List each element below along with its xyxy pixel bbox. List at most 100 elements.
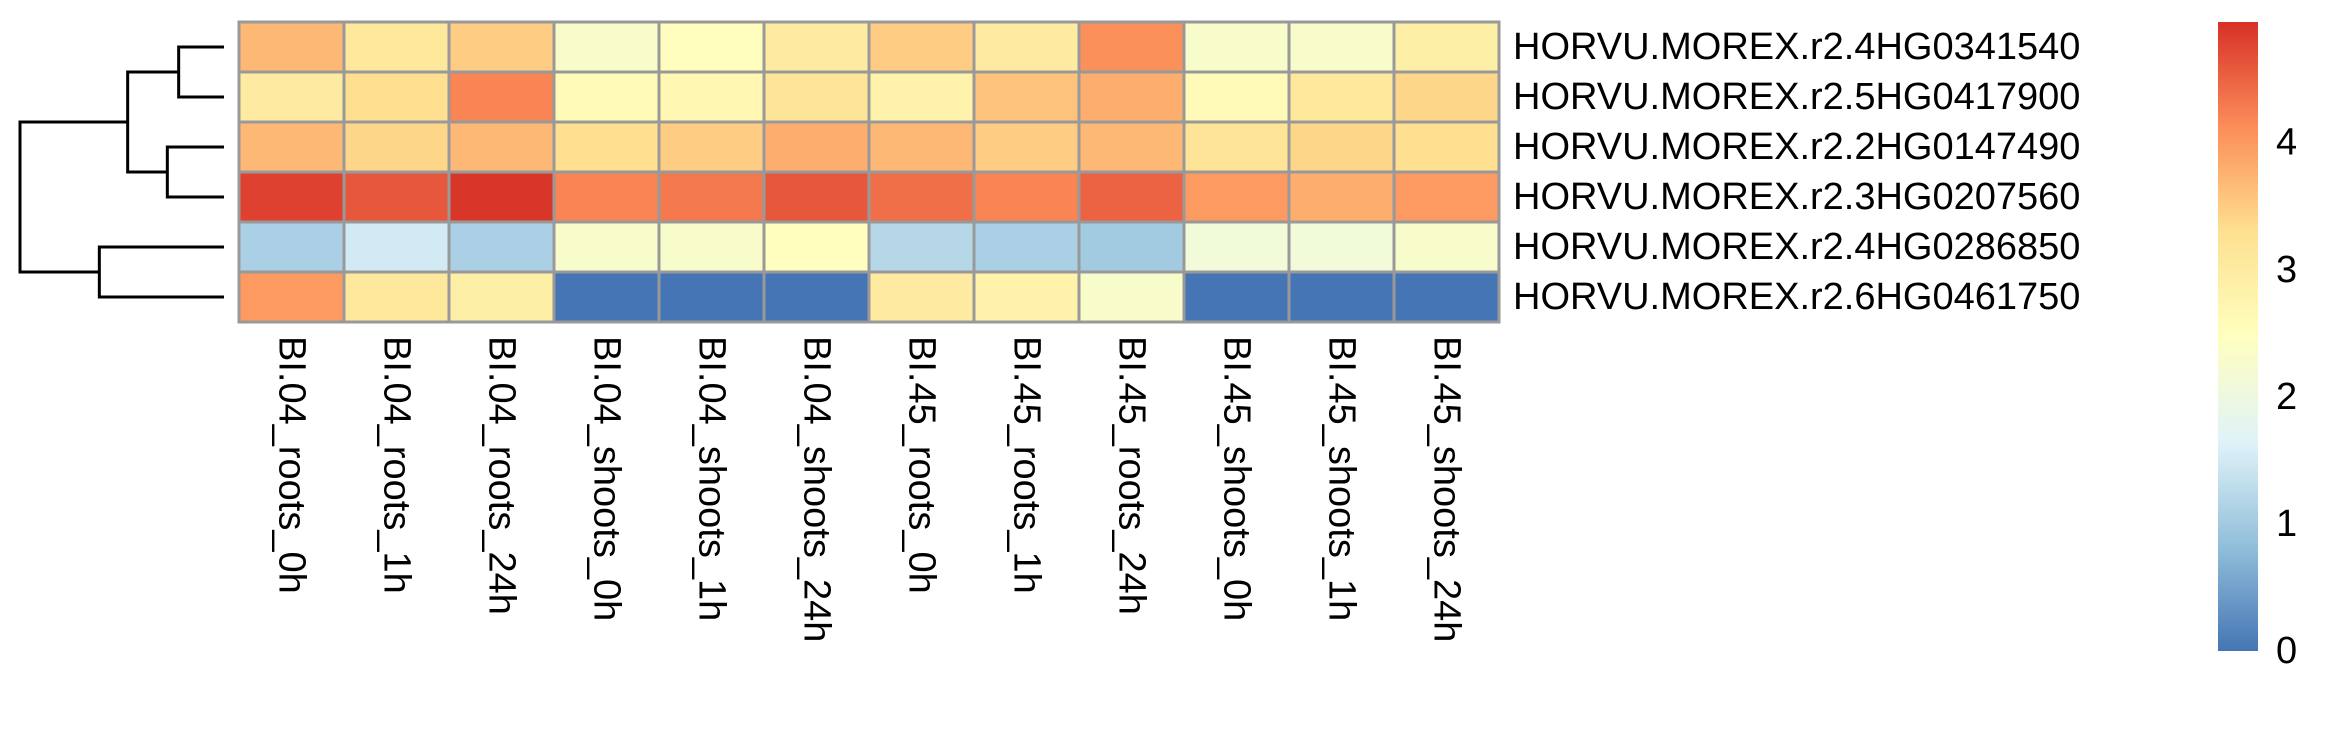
dendrogram-branch <box>97 245 224 299</box>
heatmap-cell <box>657 220 766 274</box>
heatmap-cell <box>972 70 1081 124</box>
heatmap-cell <box>552 270 661 324</box>
heatmap-cell <box>972 120 1081 174</box>
heatmap-cell <box>447 220 556 274</box>
heatmap-cell <box>342 220 451 274</box>
heatmap-cell <box>1182 120 1291 174</box>
heatmap-cell <box>342 120 451 174</box>
legend-tick-label: 4 <box>2276 122 2297 164</box>
heatmap-cell <box>342 270 451 324</box>
column-label: BI.45_shoots_1h <box>1321 336 1363 621</box>
heatmap-cell <box>1392 220 1501 274</box>
heatmap-cell <box>867 70 976 124</box>
heatmap-cell <box>237 120 346 174</box>
heatmap-cell <box>237 20 346 74</box>
column-label: BI.04_shoots_24h <box>796 336 838 642</box>
column-label: BI.04_shoots_1h <box>691 336 733 621</box>
heatmap-cell <box>657 270 766 324</box>
heatmap-cell <box>1287 20 1396 74</box>
heatmap-cell <box>762 120 871 174</box>
heatmap-cell <box>1392 170 1501 224</box>
heatmap-cell <box>1287 120 1396 174</box>
heatmap-cell <box>447 120 556 174</box>
row-label: HORVU.MOREX.r2.4HG0286850 <box>1513 226 2080 268</box>
column-label: BI.45_roots_24h <box>1111 336 1153 615</box>
heatmap-cell <box>1182 70 1291 124</box>
heatmap-cell <box>1392 20 1501 74</box>
heatmap-cell <box>1287 270 1396 324</box>
heatmap-cell <box>447 270 556 324</box>
heatmap-cell <box>1392 70 1501 124</box>
column-label: BI.45_roots_0h <box>901 336 943 594</box>
column-label: BI.45_roots_1h <box>1006 336 1048 594</box>
column-labels: BI.04_roots_0h BI.04_roots_1h BI.04_roots_… <box>271 336 1468 642</box>
heatmap-cell <box>237 270 346 324</box>
column-label: BI.45_shoots_0h <box>1216 336 1258 621</box>
dendrogram-branch <box>165 145 224 199</box>
heatmap-cell <box>1077 70 1186 124</box>
row-label: HORVU.MOREX.r2.4HG0341540 <box>1513 26 2080 68</box>
heatmap-cell <box>552 20 661 74</box>
heatmap-cell <box>972 220 1081 274</box>
heatmap-cell <box>657 170 766 224</box>
heatmap-cell <box>1077 170 1186 224</box>
row-dendrogram <box>18 45 224 299</box>
heatmap-cell <box>1182 20 1291 74</box>
heatmap-cell <box>1182 270 1291 324</box>
heatmap-cell <box>1392 120 1501 174</box>
heatmap-cell <box>1392 270 1501 324</box>
heatmap-cell <box>1077 270 1186 324</box>
heatmap-cell <box>657 120 766 174</box>
heatmap-cell <box>447 170 556 224</box>
heatmap-cell <box>552 220 661 274</box>
heatmap-cell <box>1077 20 1186 74</box>
heatmap-cell <box>762 220 871 274</box>
heatmap-cell <box>342 70 451 124</box>
heatmap-cell <box>237 70 346 124</box>
heatmap-cell <box>972 170 1081 224</box>
heatmap-cell <box>1287 170 1396 224</box>
heatmap-cell <box>237 220 346 274</box>
heatmap-cell <box>552 70 661 124</box>
heatmap-cell <box>972 270 1081 324</box>
heatmap-cell <box>867 270 976 324</box>
heatmap-cell <box>552 170 661 224</box>
legend-tick-label: 2 <box>2276 376 2297 418</box>
heatmap-cell <box>1182 170 1291 224</box>
column-label: BI.45_shoots_24h <box>1426 336 1468 642</box>
heatmap-cell <box>342 170 451 224</box>
dendrogram-branch <box>18 120 128 274</box>
heatmap-cell <box>762 270 871 324</box>
heatmap-cell <box>342 20 451 74</box>
dendrogram-branch <box>126 70 179 174</box>
heatmap-cell <box>762 170 871 224</box>
column-label: BI.04_roots_1h <box>376 336 418 594</box>
heatmap-cell <box>762 20 871 74</box>
heatmap-cells <box>237 20 1501 324</box>
heatmap-cell <box>237 170 346 224</box>
heatmap-cell <box>1182 220 1291 274</box>
row-labels: HORVU.MOREX.r2.4HG0341540 HORVU.MOREX.r2.… <box>1513 26 2080 318</box>
heatmap-cell <box>1077 220 1186 274</box>
legend-tick-label: 0 <box>2276 630 2297 672</box>
legend-tick-label: 1 <box>2276 503 2297 545</box>
color-legend-ticks: 0 1 2 3 4 <box>2276 122 2297 672</box>
legend-tick-label: 3 <box>2276 249 2297 291</box>
heatmap-cell <box>762 70 871 124</box>
heatmap-cell <box>447 20 556 74</box>
heatmap-cell <box>552 120 661 174</box>
column-label: BI.04_roots_24h <box>481 336 523 615</box>
column-label: BI.04_shoots_0h <box>586 336 628 621</box>
heatmap-cell <box>447 70 556 124</box>
heatmap-cell <box>1287 220 1396 274</box>
column-label: BI.04_roots_0h <box>271 336 313 594</box>
row-label: HORVU.MOREX.r2.2HG0147490 <box>1513 126 2080 168</box>
row-label: HORVU.MOREX.r2.5HG0417900 <box>1513 76 2080 118</box>
color-legend-bar <box>2218 22 2258 651</box>
heatmap-cell <box>657 20 766 74</box>
dendrogram-branch <box>177 45 224 99</box>
color-legend: 0 1 2 3 4 <box>2218 22 2297 672</box>
heatmap-cell <box>1077 120 1186 174</box>
heatmap-cell <box>867 20 976 74</box>
